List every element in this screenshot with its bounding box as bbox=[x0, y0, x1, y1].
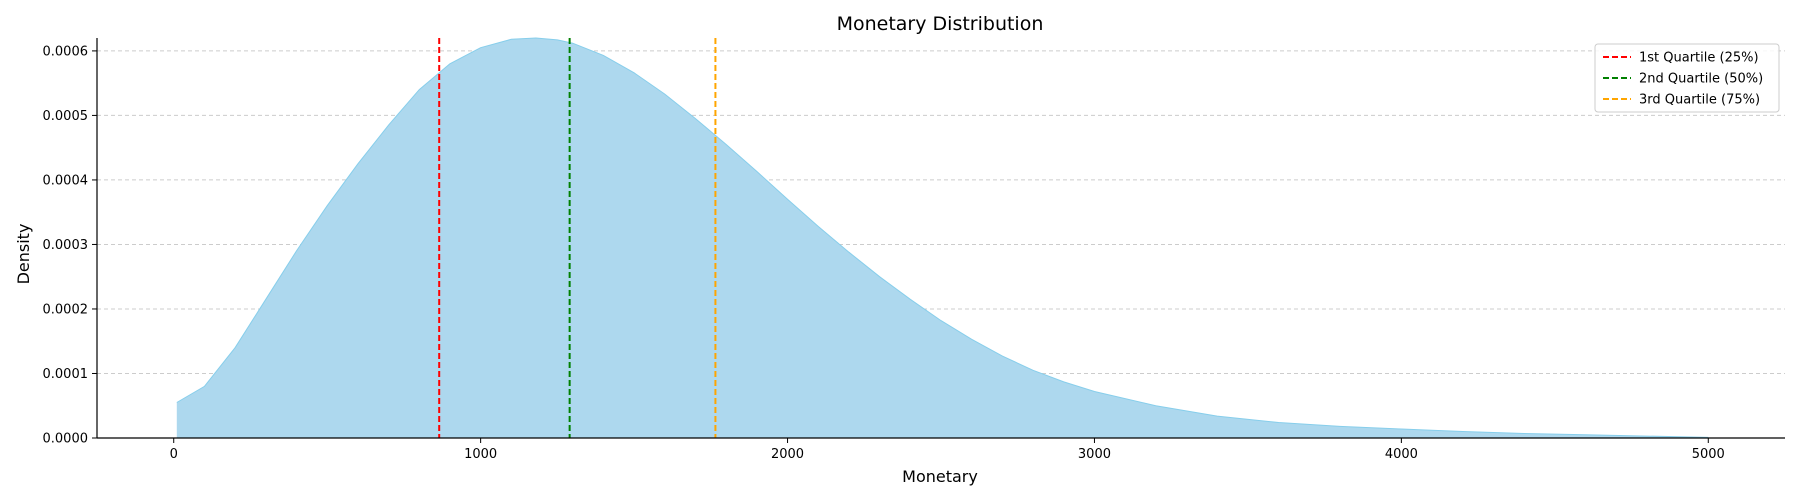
y-tick-label-5: 0.0005 bbox=[43, 109, 89, 124]
legend: 1st Quartile (25%) 2nd Quartile (50%) 3rd … bbox=[1594, 43, 1780, 113]
y-tick-label-2: 0.0002 bbox=[43, 302, 89, 317]
y-tick-label-6: 0.0006 bbox=[43, 44, 89, 59]
x-axis-title: Monetary bbox=[902, 467, 978, 486]
y-tick-label-4: 0.0004 bbox=[43, 173, 89, 188]
y-axis-ticks: 0.0000 0.0001 0.0002 0.0003 0.0004 0.0005 0.00… bbox=[43, 44, 97, 447]
legend-label-2: 2nd Quartile (50%) bbox=[1639, 72, 1763, 87]
x-tick-label-1: 1000 bbox=[464, 447, 497, 462]
chart-title: Monetary Distribution bbox=[837, 13, 1044, 35]
legend-box bbox=[1594, 43, 1780, 113]
y-axis-title: Density bbox=[14, 224, 33, 285]
density-area bbox=[176, 38, 1709, 438]
x-tick-label-5: 5000 bbox=[1692, 447, 1725, 462]
density-curve bbox=[176, 37, 1709, 438]
quartile-lines bbox=[438, 38, 717, 438]
y-tick-label-0: 0.0000 bbox=[43, 432, 89, 447]
x-tick-label-0: 0 bbox=[170, 447, 178, 462]
x-tick-label-3: 3000 bbox=[1078, 447, 1111, 462]
x-tick-label-4: 4000 bbox=[1385, 447, 1418, 462]
legend-label-1: 1st Quartile (25%) bbox=[1639, 51, 1759, 66]
axes bbox=[96, 38, 1785, 439]
x-tick-label-2: 2000 bbox=[771, 447, 804, 462]
x-axis-ticks: 0 1000 2000 3000 4000 5000 bbox=[170, 438, 1725, 462]
y-tick-label-1: 0.0001 bbox=[43, 367, 89, 382]
y-tick-label-3: 0.0003 bbox=[43, 238, 89, 253]
legend-label-3: 3rd Quartile (75%) bbox=[1639, 93, 1760, 108]
